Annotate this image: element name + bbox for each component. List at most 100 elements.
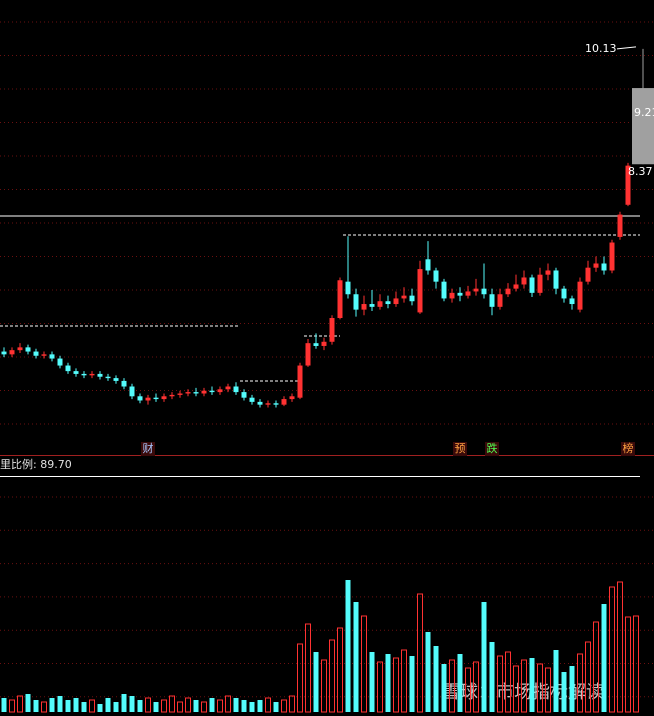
- candle-body: [25, 347, 31, 352]
- watermark: 雪球：市场指标解读: [442, 682, 604, 703]
- candle-body: [81, 373, 87, 376]
- candle-body: [121, 380, 127, 387]
- candle-body: [65, 365, 71, 372]
- candle-body: [265, 403, 271, 405]
- event-marker: 跌: [487, 441, 498, 455]
- candle-body: [625, 165, 631, 205]
- candle-body: [632, 88, 654, 165]
- candle-body: [201, 390, 207, 394]
- candle-body: [433, 270, 439, 282]
- volume-bar: [25, 694, 31, 712]
- event-box: [621, 442, 635, 456]
- candle-body: [1, 351, 7, 355]
- candle-body: [601, 263, 607, 271]
- candle-body: [449, 292, 455, 299]
- volume-bar: [617, 581, 623, 713]
- event-box: [453, 442, 467, 456]
- volume-bar: [97, 704, 103, 712]
- volume-bar: [321, 659, 327, 713]
- candle-body: [73, 371, 79, 374]
- candle-body: [217, 389, 223, 393]
- volume-bar: [489, 642, 495, 712]
- volume-bar: [369, 652, 375, 712]
- volume-bar: [209, 698, 215, 712]
- candle-body: [369, 304, 375, 307]
- candle-body: [361, 304, 367, 310]
- candle-body: [249, 397, 255, 402]
- candle-body: [225, 386, 231, 390]
- candle-body: [209, 390, 215, 393]
- candle-body: [137, 396, 143, 401]
- candle-body: [385, 301, 391, 305]
- volume-bar: [377, 661, 383, 713]
- volume-bar: [233, 698, 239, 712]
- price-label: 10.13: [585, 42, 617, 55]
- volume-bar: [193, 700, 199, 712]
- event-box: [141, 442, 155, 456]
- indicator-label: 里比例: 89.70: [0, 457, 72, 471]
- candle-body: [593, 263, 599, 268]
- volume-bar: [433, 646, 439, 712]
- candle-body: [473, 288, 479, 292]
- candle-body: [145, 397, 151, 401]
- volume-bar: [249, 702, 255, 712]
- volume-bar: [105, 698, 111, 712]
- volume-bar: [529, 658, 535, 712]
- candle-body: [377, 301, 383, 307]
- volume-bar: [185, 697, 191, 713]
- volume-bar: [465, 667, 471, 713]
- volume-bar: [393, 657, 399, 713]
- candle-body: [353, 294, 359, 310]
- event-marker: 财: [143, 441, 154, 455]
- volume-bar: [129, 696, 135, 712]
- volume-bar: [113, 702, 119, 712]
- volume-bar: [225, 695, 231, 713]
- candle-body: [441, 281, 447, 299]
- candle-body: [337, 280, 343, 319]
- volume-bar: [273, 702, 279, 712]
- volume-bar: [401, 649, 407, 713]
- candle-body: [97, 373, 103, 377]
- candle-body: [521, 277, 527, 285]
- volume-bar: [345, 580, 351, 712]
- volume-bar: [457, 654, 463, 712]
- volume-bar: [297, 643, 303, 713]
- candle-body: [193, 392, 199, 394]
- volume-bar: [41, 701, 47, 713]
- candle-body: [481, 288, 487, 295]
- volume-bar: [337, 627, 343, 713]
- volume-bar: [633, 615, 639, 713]
- candle-body: [17, 347, 23, 351]
- event-box: [485, 442, 499, 456]
- candle-body: [105, 376, 111, 379]
- candle-body: [153, 397, 159, 400]
- candle-body: [57, 358, 63, 366]
- candle-body: [9, 350, 15, 355]
- candle-body: [553, 270, 559, 289]
- candle-body: [489, 294, 495, 307]
- volume-bar: [265, 697, 271, 713]
- candle-body: [313, 343, 319, 346]
- candle-body: [33, 351, 39, 356]
- volume-bar: [593, 621, 599, 713]
- candle-body: [529, 277, 535, 293]
- candle-body: [297, 365, 303, 398]
- candle-body: [409, 295, 415, 302]
- volume-bar: [161, 699, 167, 713]
- volume-bar: [89, 699, 95, 713]
- volume-bar: [449, 659, 455, 713]
- candle-body: [425, 259, 431, 271]
- volume-bar: [409, 656, 415, 712]
- volume-bar: [521, 659, 527, 713]
- candle-body: [177, 393, 183, 395]
- volume-bar: [505, 651, 511, 713]
- candle-body: [609, 242, 615, 271]
- volume-bar: [281, 699, 287, 713]
- candle-body: [113, 378, 119, 381]
- price-label: 8.37: [628, 165, 653, 178]
- volume-bar: [169, 695, 175, 713]
- candle-body: [505, 288, 511, 295]
- candle-body: [585, 267, 591, 282]
- volume-bar: [201, 701, 207, 713]
- volume-bar: [553, 650, 559, 712]
